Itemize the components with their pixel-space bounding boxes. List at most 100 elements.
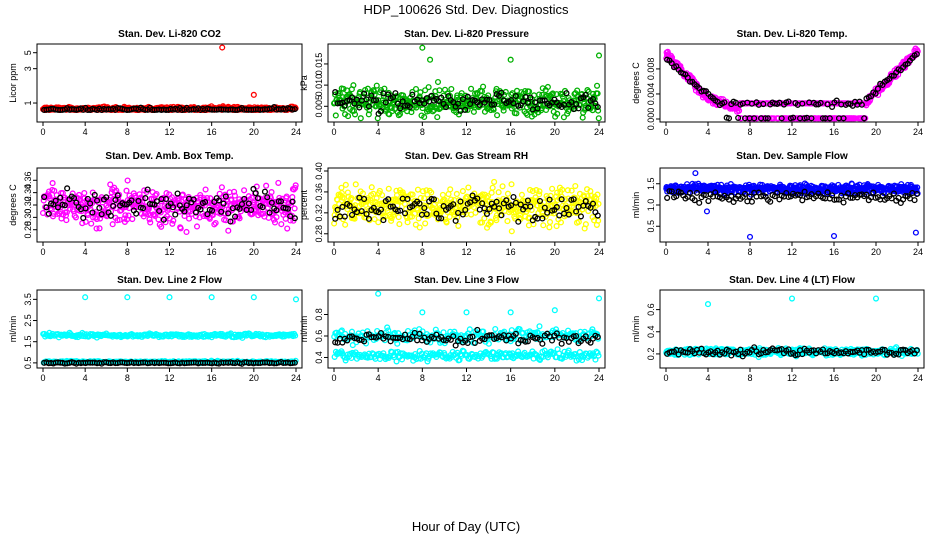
data-point — [504, 190, 511, 197]
black-point — [476, 101, 483, 108]
x-tick-label: 24 — [594, 127, 604, 137]
outlier-point — [166, 294, 173, 301]
x-tick-label: 24 — [291, 247, 301, 257]
black-point — [568, 99, 575, 106]
x-tick-label: 12 — [461, 247, 471, 257]
x-tick-label: 4 — [705, 247, 710, 257]
x-tick-label: 12 — [787, 127, 797, 137]
data-point — [291, 205, 298, 212]
data-point — [565, 108, 572, 115]
x-tick-label: 20 — [249, 373, 259, 383]
black-point — [840, 199, 847, 206]
black-point — [80, 214, 87, 222]
x-tick-label: 12 — [461, 373, 471, 383]
data-point — [275, 179, 282, 186]
data-point — [340, 85, 347, 92]
data-point — [540, 222, 547, 229]
data-point — [193, 223, 201, 230]
x-tick-label: 0 — [40, 127, 45, 137]
panel-title: Stan. Dev. Amb. Box Temp. — [105, 151, 233, 162]
outlier-point — [551, 307, 558, 314]
black-point — [349, 94, 356, 101]
black-point — [442, 104, 450, 111]
black-point — [361, 90, 368, 97]
y-tick-label: 0.32 — [314, 204, 324, 222]
black-point — [464, 93, 471, 100]
x-tick-label: 12 — [787, 373, 797, 383]
data-point — [332, 112, 339, 119]
data-point — [436, 87, 443, 94]
black-point — [498, 89, 505, 96]
black-point — [524, 99, 531, 106]
black-point — [459, 96, 466, 103]
x-tick-label: 24 — [594, 373, 604, 383]
data-point — [495, 189, 502, 196]
data-point — [554, 110, 561, 117]
black-point — [491, 101, 498, 108]
data-point — [549, 90, 556, 97]
panel-title: Stan. Dev. Li-820 Temp. — [737, 29, 848, 40]
data-point — [459, 188, 466, 195]
outlier-point — [507, 56, 514, 63]
y-axis-label: Licor ppm — [8, 63, 18, 103]
data-point — [49, 180, 56, 187]
black-point — [363, 96, 370, 103]
black-point — [512, 92, 519, 100]
x-tick-label: 8 — [125, 373, 130, 383]
y-tick-label: 0.010 — [314, 74, 324, 97]
y-tick-label: 1.5 — [23, 335, 33, 348]
data-point — [536, 323, 543, 330]
x-tick-label: 16 — [506, 373, 516, 383]
data-point — [351, 111, 359, 118]
x-tick-label: 8 — [747, 127, 752, 137]
outlier-point — [375, 290, 382, 297]
x-tick-label: 24 — [291, 127, 301, 137]
data-point — [468, 85, 475, 92]
outlier-point — [82, 294, 89, 301]
black-point — [532, 99, 539, 106]
black-point — [373, 97, 380, 104]
outlier-point — [427, 56, 434, 63]
data-point — [579, 114, 586, 121]
x-tick-label: 24 — [291, 373, 301, 383]
black-point — [582, 91, 589, 98]
data-point — [594, 90, 601, 97]
data-point — [499, 183, 506, 190]
data-point — [553, 223, 560, 230]
data-point — [395, 214, 402, 221]
y-tick-label: 0.5 — [646, 220, 656, 233]
x-tick-label: 16 — [207, 373, 217, 383]
data-point — [425, 84, 432, 91]
y-axis-label: ml/min — [631, 316, 641, 343]
data-point — [416, 224, 423, 231]
y-tick-label: 0.36 — [23, 172, 33, 190]
y-tick-label: 3.5 — [23, 293, 33, 306]
data-point — [518, 191, 525, 198]
black-point — [563, 90, 570, 97]
data-point — [594, 82, 601, 89]
data-point — [553, 91, 560, 98]
data-point — [183, 228, 190, 236]
x-tick-label: 0 — [663, 373, 668, 383]
y-axis-label: kPa — [299, 75, 309, 91]
y-tick-label: 0.004 — [646, 83, 656, 106]
data-point — [422, 220, 429, 227]
data-point — [544, 83, 551, 91]
data-point — [455, 222, 462, 229]
outlier-point — [250, 91, 257, 98]
y-axis-label: degrees C — [631, 62, 641, 104]
y-tick-label: 1 — [23, 101, 33, 106]
data-point — [508, 228, 515, 235]
black-point — [510, 193, 517, 201]
x-tick-label: 16 — [829, 247, 839, 257]
data-point — [595, 115, 602, 122]
data-point — [440, 329, 447, 336]
y-axis-label: percent — [299, 189, 309, 220]
y-tick-label: 0.6 — [646, 303, 656, 316]
outlier-point — [219, 44, 226, 51]
figure-title: HDP_100626 Std. Dev. Diagnostics — [364, 2, 569, 17]
data-point — [109, 221, 116, 228]
